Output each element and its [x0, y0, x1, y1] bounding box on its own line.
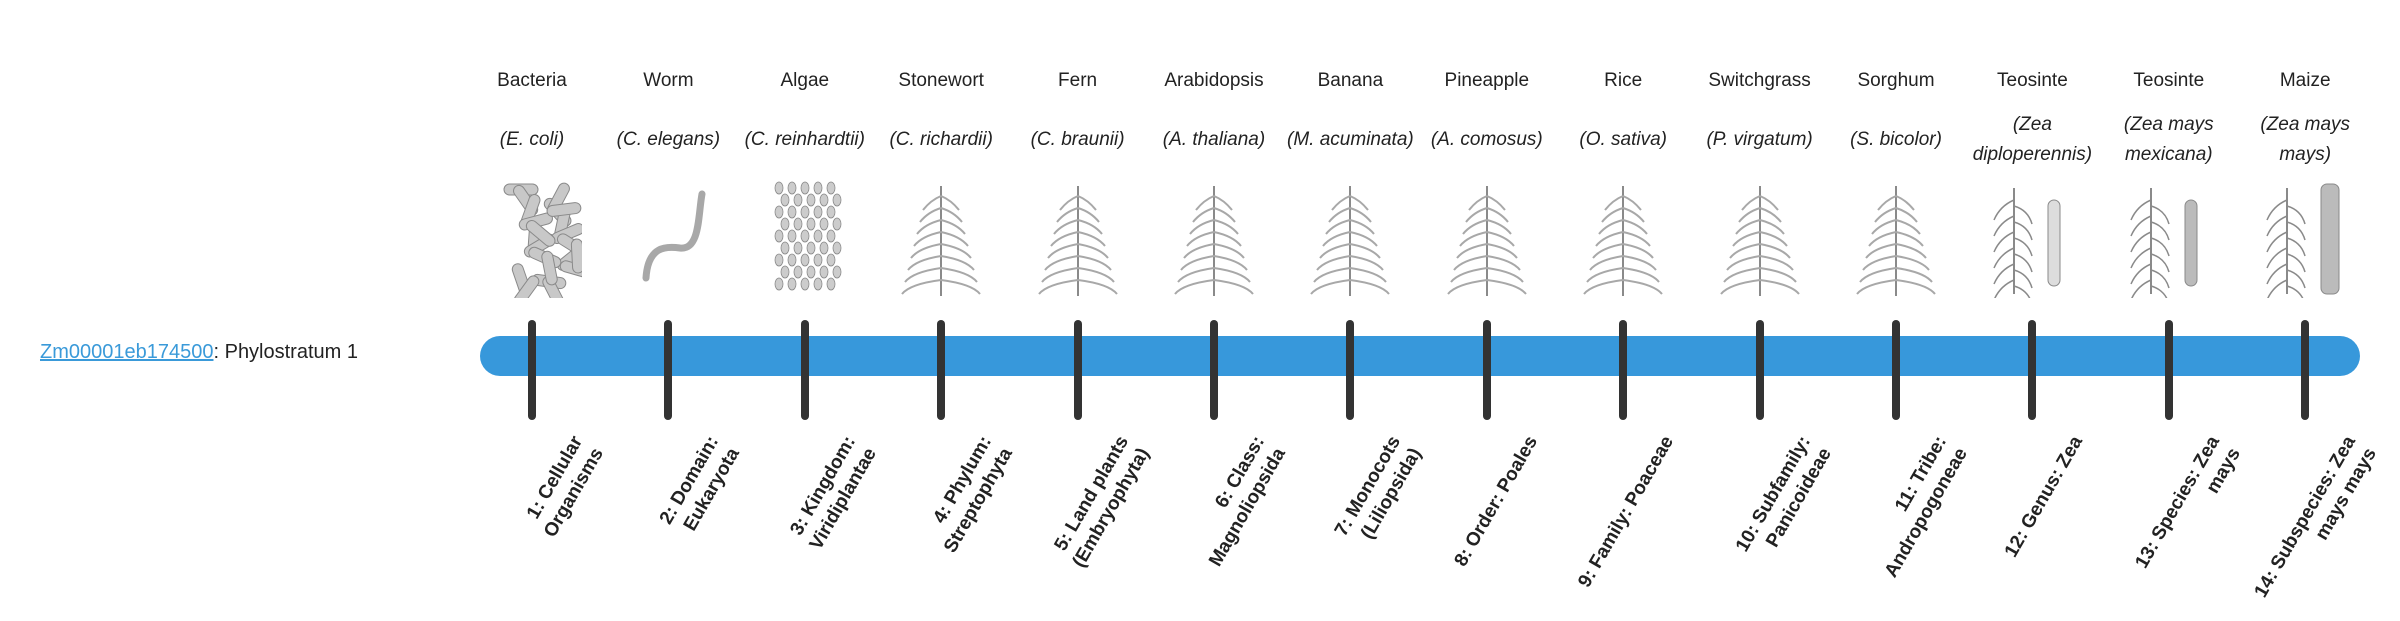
switchgrass-icon: [1710, 176, 1810, 298]
scientific-name: (Zea diploperennis): [1964, 104, 2100, 176]
phylostratum-tick: [1346, 320, 1355, 420]
teosinte-mexicana-icon: [2119, 176, 2219, 305]
common-name: Bacteria: [497, 70, 567, 91]
algae-icon: [755, 176, 855, 298]
common-name: Switchgrass: [1708, 70, 1811, 91]
fern-icon: [1028, 176, 1128, 298]
scientific-name-text: (A. thaliana): [1162, 129, 1266, 150]
phylostratum-tick: [1892, 320, 1900, 420]
common-name: Teosinte: [2133, 70, 2205, 91]
scientific-name-text: (S. bicolor): [1850, 129, 1942, 150]
scientific-name-text: (E. coli): [499, 129, 565, 150]
scientific-name-text: (C. elegans): [616, 129, 721, 150]
gene-label: Zm00001eb174500: Phylostratum 1: [40, 341, 358, 364]
scientific-name-text: (C. richardii): [889, 129, 993, 150]
scientific-name-text: (P. virgatum): [1706, 129, 1813, 150]
sorghum-icon: [1846, 176, 1946, 298]
scientific-name: (A. thaliana): [1146, 104, 1282, 176]
common-name: Sorghum: [1857, 70, 1935, 91]
scientific-name-text: (Zea mays mexicana): [2123, 114, 2214, 165]
scientific-name-text: (M. acuminata): [1287, 129, 1414, 150]
common-name: Stonewort: [898, 70, 984, 91]
scientific-name: (C. elegans): [600, 104, 736, 176]
common-name: Maize: [2279, 70, 2331, 91]
phylostratum-label: 1: Cellular Organisms: [522, 432, 608, 541]
phylostratum-text: : Phylostratum 1: [213, 341, 358, 363]
pineapple-icon: [1437, 176, 1537, 298]
phylostratum-label: 11: Tribe: Andropogoneae: [1880, 432, 1972, 582]
phylostratum-bar: [480, 336, 2360, 376]
scientific-name: (S. bicolor): [1828, 104, 1964, 176]
phylostratum-label: 4: Phylum: Streptophyta: [929, 432, 1018, 557]
common-name: Rice: [1604, 70, 1643, 91]
phylostratum-tick: [1210, 320, 1218, 420]
bacteria-icon: [482, 176, 594, 309]
phylostratum-tick: [1482, 320, 1491, 420]
common-name: Pineapple: [1444, 70, 1530, 91]
phylostratum-tick: [2028, 320, 2037, 420]
scientific-name: (P. virgatum): [1692, 104, 1828, 176]
scientific-name: (C. richardii): [873, 104, 1009, 176]
teosinte-icon: [1982, 176, 2082, 305]
common-name: Arabidopsis: [1164, 70, 1264, 91]
common-name: Teosinte: [1997, 70, 2068, 91]
scientific-name: (A. comosus): [1419, 104, 1555, 176]
scientific-name: (E. coli): [464, 104, 600, 176]
phylostratum-tick: [2164, 320, 2173, 420]
phylostratum-label: 13: Species: Zea mays: [2131, 432, 2245, 572]
phylostratum-tick: [1073, 320, 1082, 420]
common-name: Fern: [1058, 70, 1098, 91]
phylostratum-tick: [937, 320, 946, 420]
phylostratum-label: 10: Subfamily: Panicoideae: [1731, 432, 1836, 556]
phylostratum-label: 2: Domain: Eukaryota: [656, 432, 745, 535]
arabidopsis-icon: [1164, 176, 1264, 298]
phylostratum-tick: [2301, 320, 2310, 420]
gene-id-link[interactable]: Zm00001eb174500: [40, 341, 214, 363]
stonewort-icon: [891, 176, 991, 298]
phylostratum-label: 5: Land plants (Embryophyta): [1050, 432, 1154, 572]
scientific-name-text: (Zea mays mays): [2260, 114, 2351, 165]
phylostratum-label: 12: Genus: Zea: [2001, 432, 2088, 561]
maize-icon: [2255, 176, 2355, 305]
phylostratum-label: 3: Kingdom: Viridiplantae: [786, 432, 881, 554]
scientific-name-text: (C. reinhardtii): [744, 129, 865, 150]
scientific-name: (Zea mays mays): [2237, 104, 2373, 176]
phylostratum-label: 8: Order: Poales: [1450, 432, 1542, 571]
phylostratum-label: 6: Class: Magnoliopsida: [1205, 432, 1290, 571]
common-name: Algae: [780, 70, 830, 91]
scientific-name-text: (A. comosus): [1430, 129, 1543, 150]
phylostratum-label: 9: Family: Poaceae: [1574, 432, 1679, 592]
scientific-name: (M. acuminata): [1282, 104, 1418, 176]
rice-icon: [1573, 176, 1673, 298]
banana-icon: [1300, 176, 1400, 298]
common-name: Banana: [1317, 70, 1384, 91]
phylostratum-tick: [664, 320, 673, 420]
phylostratum-label: 14: Subspecies: Zea mays mays: [2250, 432, 2382, 602]
phylostratum-tick: [800, 320, 809, 420]
scientific-name: (C. reinhardtii): [737, 104, 873, 176]
worm-icon: [618, 176, 718, 298]
phylostratum-tick: [1619, 320, 1628, 420]
scientific-name: (C. braunii): [1010, 104, 1146, 176]
scientific-name-text: (C. braunii): [1030, 129, 1125, 150]
phylostratum-tick: [1755, 320, 1764, 420]
phylostratum-tick: [528, 320, 536, 420]
phylostratum-label: 7: Monocots (Liliopsida): [1331, 432, 1427, 543]
scientific-name: (Zea mays mexicana): [2101, 104, 2237, 176]
common-name: Worm: [643, 70, 694, 91]
scientific-name-text: (Zea diploperennis): [1972, 114, 2093, 165]
scientific-name-text: (O. sativa): [1579, 129, 1667, 150]
scientific-name: (O. sativa): [1555, 104, 1691, 176]
